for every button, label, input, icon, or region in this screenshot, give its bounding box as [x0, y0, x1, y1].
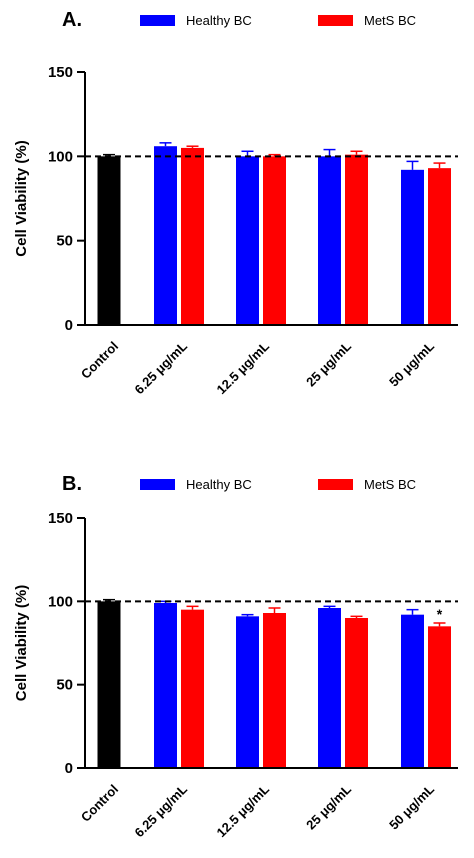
- bar: [345, 154, 368, 325]
- bar: [97, 601, 121, 768]
- bar: [401, 169, 424, 325]
- y-tick-label: 0: [65, 760, 73, 777]
- y-tick-label: 100: [48, 148, 73, 165]
- legend-swatch: [318, 479, 353, 490]
- bar: [181, 609, 204, 768]
- y-axis-label: Cell Viability (%): [13, 585, 30, 701]
- x-tick-label: 6.25 μg/mL: [131, 781, 190, 840]
- bar: [428, 168, 451, 325]
- y-axis-label: Cell Viability (%): [13, 140, 30, 256]
- legend-swatch: [140, 15, 175, 26]
- x-tick-label: 25 μg/mL: [303, 781, 354, 832]
- legend-label: Healthy BC: [186, 13, 252, 28]
- bar: [97, 156, 121, 325]
- bar: [428, 626, 451, 768]
- bar: [236, 616, 259, 768]
- bar: [263, 156, 286, 325]
- y-tick-label: 0: [65, 317, 73, 334]
- panel-title: B.: [62, 473, 82, 495]
- y-tick-label: 100: [48, 593, 73, 610]
- x-tick-label: 50 μg/mL: [386, 781, 437, 832]
- y-tick-label: 50: [56, 677, 73, 694]
- bar: [401, 614, 424, 768]
- legend-swatch: [140, 479, 175, 490]
- bar: [263, 613, 286, 768]
- legend-swatch: [318, 15, 353, 26]
- x-tick-label: 6.25 μg/mL: [131, 338, 190, 397]
- annotation: *: [437, 606, 443, 622]
- y-tick-label: 150: [48, 510, 73, 527]
- bar: [345, 618, 368, 768]
- legend-label: MetS BC: [364, 477, 416, 492]
- x-tick-label: 12.5 μg/mL: [213, 338, 272, 397]
- bar: [318, 608, 341, 768]
- bar: [181, 147, 204, 325]
- bar: [236, 156, 259, 325]
- x-tick-label: Control: [78, 782, 121, 825]
- x-tick-label: 50 μg/mL: [386, 338, 437, 389]
- bar: [154, 146, 177, 325]
- x-tick-label: Control: [78, 339, 121, 382]
- x-tick-label: 25 μg/mL: [303, 338, 354, 389]
- bar: [154, 603, 177, 768]
- legend-label: Healthy BC: [186, 477, 252, 492]
- panel-title: A.: [62, 9, 82, 31]
- chart: B. Healthy BC MetS BC Cell Viability (%) 0 50…: [13, 473, 458, 840]
- bar: [318, 156, 341, 325]
- chart: A. Healthy BC MetS BC Cell Viability (%) 0 50…: [13, 9, 458, 397]
- legend-label: MetS BC: [364, 13, 416, 28]
- y-tick-label: 150: [48, 64, 73, 81]
- y-tick-label: 50: [56, 233, 73, 250]
- x-tick-label: 12.5 μg/mL: [213, 781, 272, 840]
